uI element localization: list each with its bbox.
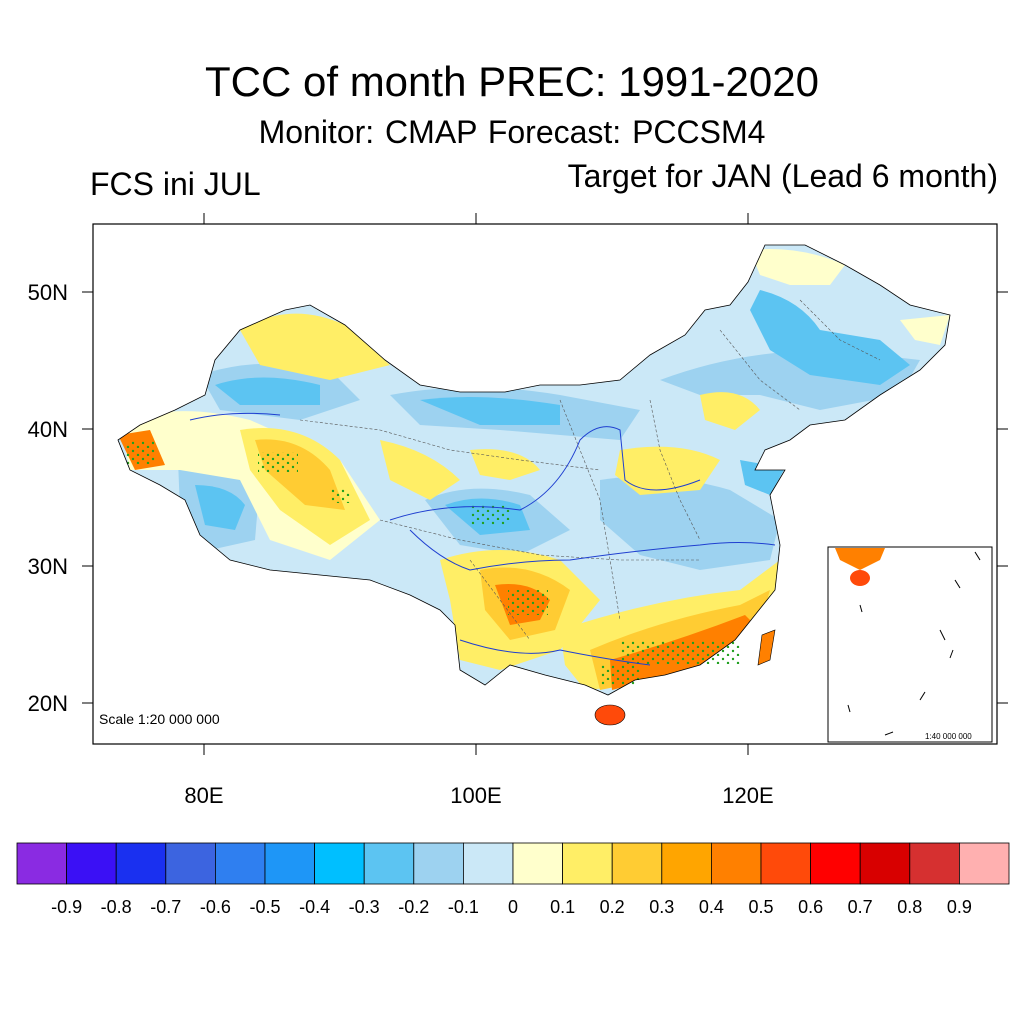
colorbar-swatch xyxy=(562,842,613,885)
colorbar-tick-label: -0.9 xyxy=(51,897,83,917)
colorbar-swatch xyxy=(115,842,167,885)
colorbar-tick-label: 0.7 xyxy=(847,897,873,917)
colorbar xyxy=(16,842,1010,885)
colorbar-swatch xyxy=(810,842,861,885)
rivers xyxy=(189,412,776,666)
chart-title: TCC of month PREC: 1991-2020 xyxy=(205,58,819,105)
lon-tick-120e: 120E xyxy=(722,783,774,808)
initialization-label: FCS ini JUL xyxy=(90,166,261,202)
colorbar-swatch xyxy=(760,842,811,885)
colorbar-swatch xyxy=(462,842,514,885)
colorbar-swatch xyxy=(413,842,464,885)
colorbar-swatch xyxy=(66,842,117,885)
colorbar-tick-label: -0.3 xyxy=(348,897,380,917)
colorbar-tick-label: -0.7 xyxy=(150,897,182,917)
colorbar-swatch xyxy=(959,842,1010,885)
colorbar-swatch xyxy=(264,842,315,885)
inset-scale-label: 1:40 000 000 xyxy=(925,732,972,741)
chart-subtitle: Monitor: CMAP Forecast: PCCSM4 xyxy=(258,114,766,150)
colorbar-swatch xyxy=(363,842,415,885)
colorbar-tick-label: -0.2 xyxy=(398,897,430,917)
colorbar-tick-label: 0 xyxy=(507,897,518,917)
colorbar-swatch xyxy=(214,842,266,885)
lon-tick-80e: 80E xyxy=(184,783,224,808)
colorbar-tick-label: 0.9 xyxy=(946,897,972,917)
colorbar-swatch xyxy=(711,842,762,885)
colorbar-tick-label: -0.4 xyxy=(299,897,331,917)
lat-tick-30n: 30N xyxy=(27,554,68,579)
colorbar-swatch xyxy=(611,842,663,885)
target-label: Target for JAN (Lead 6 month) xyxy=(567,158,998,194)
axis-ticks xyxy=(82,213,1008,755)
colorbar-swatch xyxy=(314,842,365,885)
colorbar-tick-label: 0.8 xyxy=(897,897,923,917)
colorbar-tick-label: 0.5 xyxy=(748,897,774,917)
colorbar-tick-label: -0.5 xyxy=(249,897,281,917)
islands xyxy=(594,629,776,726)
colorbar-tick-label: 0.6 xyxy=(798,897,824,917)
colorbar-swatch xyxy=(512,842,563,885)
province-boundaries xyxy=(299,299,881,641)
colorbar-tick-label: 0.3 xyxy=(649,897,675,917)
colorbar-tick-label: 0.4 xyxy=(698,897,724,917)
colorbar-swatch xyxy=(16,842,67,885)
significance-stipple xyxy=(125,440,740,685)
colorbar-swatch xyxy=(165,842,216,885)
colorbar-tick-label: 0.2 xyxy=(599,897,625,917)
map-scale-label: Scale 1:20 000 000 xyxy=(99,711,220,727)
lat-tick-50n: 50N xyxy=(27,280,68,305)
colorbar-swatch xyxy=(909,842,960,885)
colorbar-tick-label: 0.1 xyxy=(550,897,576,917)
south-china-sea-inset xyxy=(827,546,993,743)
lat-tick-40n: 40N xyxy=(27,417,68,442)
colorbar-tick-label: -0.1 xyxy=(447,897,479,917)
colorbar-swatch xyxy=(661,842,712,885)
lat-tick-20n: 20N xyxy=(27,691,68,716)
colorbar-tick-label: -0.8 xyxy=(100,897,132,917)
china-border xyxy=(117,244,951,696)
colorbar-swatch xyxy=(859,842,911,885)
lon-tick-100e: 100E xyxy=(450,783,502,808)
colorbar-tick-label: -0.6 xyxy=(199,897,231,917)
